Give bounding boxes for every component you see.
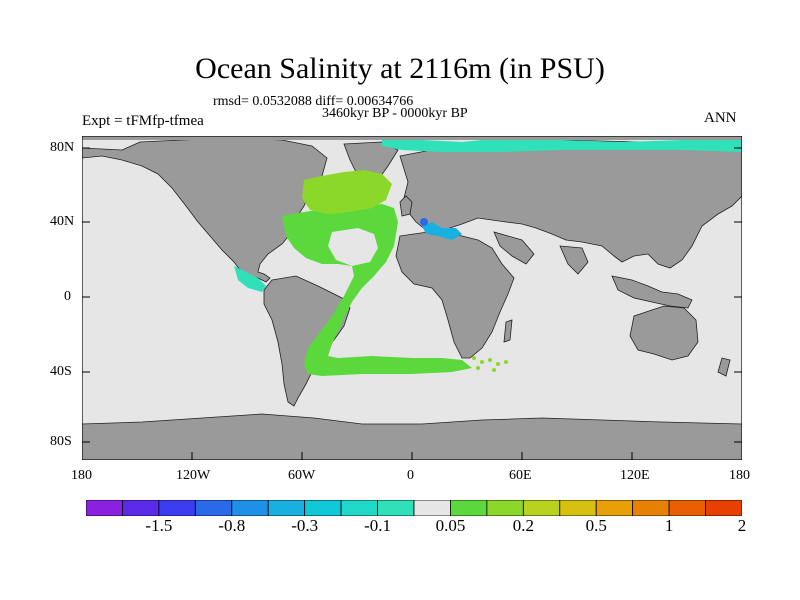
colorbar-box-9 [413, 500, 451, 516]
lon-label-120e: 120E [620, 468, 650, 483]
atlantic-gyre-neutral [328, 228, 378, 266]
colorbar-box-15 [632, 500, 670, 516]
colorbar [86, 500, 742, 516]
north-america [82, 137, 328, 283]
experiment-label: Expt = tFMfp-tfmea [82, 113, 204, 129]
colorbar-box-16 [668, 500, 706, 516]
north-atlantic-field [302, 170, 392, 214]
plot-title: Ocean Salinity at 2116m (in PSU) [195, 52, 605, 85]
colorbar-label: 1 [664, 516, 674, 535]
colorbar-box-12 [522, 500, 561, 516]
lon-label-0: 0 [407, 468, 414, 483]
colorbar-label: 2 [737, 516, 747, 535]
colorbar-box-3 [194, 500, 233, 516]
southern-speckle [472, 356, 508, 372]
lat-label-0: 0 [64, 289, 71, 304]
map-canvas [81, 135, 743, 461]
colorbar-box-0 [86, 500, 123, 516]
stats-text: rmsd= 0.0532088 diff= 0.00634766 [213, 94, 414, 109]
salinity-map [81, 135, 743, 465]
period-text: 3460kyr BP - 0000kyr BP [322, 106, 468, 121]
colorbar-box-6 [304, 500, 342, 516]
colorbar-box-13 [559, 500, 597, 516]
anomaly-fields [234, 138, 742, 376]
colorbar-label: -0.3 [291, 516, 319, 535]
lon-label-180e: 180 [729, 468, 750, 483]
colorbar-label: -0.8 [218, 516, 246, 535]
colorbar-box-4 [231, 500, 269, 516]
lon-label-60e: 60E [509, 468, 532, 483]
lat-label-80n: 80N [50, 140, 75, 155]
colorbar-box-7 [340, 500, 378, 516]
south-atlantic-gyre-neutral [358, 308, 438, 344]
season-label: ANN [704, 110, 737, 126]
new-zealand [717, 357, 731, 377]
colorbar-box-8 [377, 500, 415, 516]
colorbar-box-11 [486, 500, 524, 516]
arctic-negative-field [382, 138, 742, 152]
colorbar-box-2 [158, 500, 196, 516]
polar-cap [82, 136, 742, 140]
pacific-coast-negative [234, 266, 266, 292]
colorbar-box-5 [267, 500, 306, 516]
colorbar-label: 0.2 [512, 516, 534, 535]
mediterranean-field [422, 222, 462, 240]
colorbar-label: 0.05 [435, 516, 466, 535]
arabia-india [493, 231, 589, 275]
colorbar-box-17 [705, 500, 742, 516]
lon-label-60w: 60W [288, 468, 316, 483]
lon-label-180w: 180 [71, 468, 92, 483]
lat-label-40n: 40N [50, 214, 75, 229]
british-isles [399, 195, 413, 217]
africa [395, 231, 515, 359]
tick-marks [82, 147, 742, 460]
colorbar-label: -0.1 [364, 516, 392, 535]
colorbar-box-1 [122, 500, 160, 516]
madagascar [503, 319, 513, 343]
maritime-asia [611, 275, 693, 309]
colorbar-box-14 [595, 500, 634, 516]
lat-label-80s: 80S [50, 434, 72, 449]
australia [629, 305, 699, 361]
colorbar-label: 0.5 [585, 516, 607, 535]
antarctica [82, 413, 742, 460]
colorbar-label: -1.5 [145, 516, 173, 535]
mediterranean-strong-spot [420, 218, 428, 226]
colorbar-box-10 [450, 500, 488, 516]
lon-label-120w: 120W [176, 468, 211, 483]
lat-label-40s: 40S [50, 364, 72, 379]
